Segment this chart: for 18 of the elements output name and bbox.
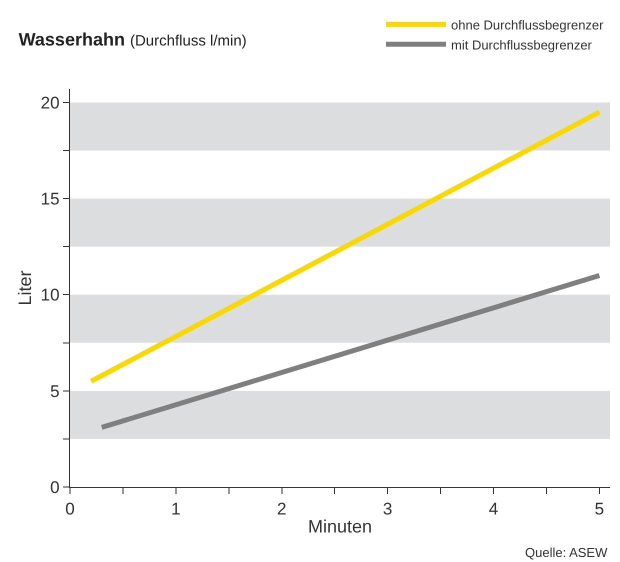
x-tick-label: 2 bbox=[277, 499, 286, 518]
x-tick-label: 3 bbox=[382, 499, 392, 518]
y-tick-label: 5 bbox=[50, 382, 60, 401]
x-tick-label: 4 bbox=[488, 499, 498, 518]
y-axis-title: Liter bbox=[14, 270, 35, 306]
source-note: Quelle: ASEW bbox=[525, 545, 608, 560]
y-tick-label: 0 bbox=[50, 478, 60, 497]
legend-label: mit Durchflussbegrenzer bbox=[451, 37, 593, 52]
x-tick-label: 1 bbox=[171, 499, 181, 518]
x-axis-title: Minuten bbox=[308, 516, 372, 536]
x-tick-label: 5 bbox=[594, 499, 604, 518]
y-tick-label: 15 bbox=[40, 190, 60, 209]
chart-subtitle: (Durchfluss l/min) bbox=[130, 32, 247, 50]
x-tick-label: 0 bbox=[65, 499, 75, 518]
y-tick-label: 20 bbox=[40, 93, 60, 112]
y-tick-label: 10 bbox=[40, 286, 60, 305]
chart-title: Wasserhahn bbox=[18, 29, 125, 50]
legend-label: ohne Durchflussbegrenzer bbox=[451, 17, 604, 32]
